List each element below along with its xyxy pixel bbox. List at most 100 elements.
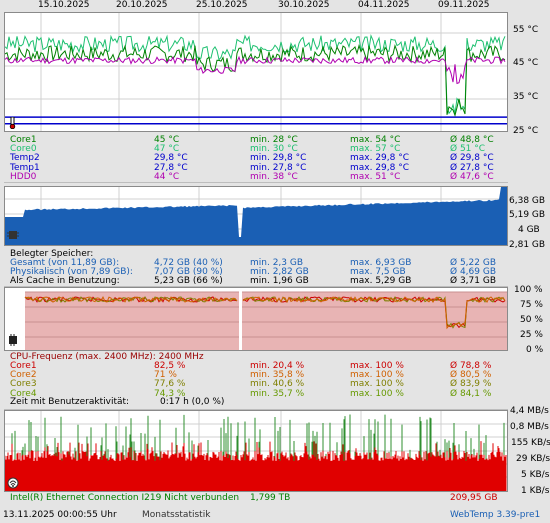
network-chart [4, 410, 508, 492]
cpu-graph [5, 288, 507, 350]
cpu-name: Core3 [10, 379, 37, 390]
mem-cur: 4,72 GB (40 %) [154, 258, 223, 268]
cpu-avg: Ø 78,8 % [450, 361, 492, 371]
temp-row: Core1 45 °C min. 28 °C max. 54 °C Ø 48,8 °C [10, 135, 500, 146]
thermometer-icon [7, 117, 19, 129]
temp-row: Core0 47 °C min. 30 °C max. 57 °C Ø 51 °C [10, 144, 500, 155]
cpu-row: Core2 71 % min. 35,8 % max. 100 % Ø 80,5 % [10, 370, 500, 381]
date-label: 25.10.2025 [196, 0, 248, 10]
date-label: 15.10.2025 [38, 0, 90, 10]
cpu-axis-label: 75 % [520, 300, 543, 310]
cpu-max: max. 100 % [350, 379, 404, 390]
user-activity: Zeit mit Benutzeraktivität: 0:17 h (0,0 … [10, 397, 225, 407]
mem-cur: 7,07 GB (90 %) [154, 267, 223, 278]
temp-name: Temp2 [10, 153, 40, 164]
memory-header: Belegter Speicher: [10, 249, 94, 259]
mem-name: Physikalisch (von 7,89 GB): [10, 267, 133, 278]
divider [4, 182, 508, 183]
date-label: 20.10.2025 [116, 0, 168, 10]
temperature-graph [5, 13, 507, 131]
mem-axis-label: 2,81 GB [509, 240, 546, 250]
mem-avg: Ø 3,71 GB [450, 276, 496, 287]
cpu-min: min. 20,4 % [250, 361, 305, 371]
cpu-row: Core1 82,5 % min. 20,4 % max. 100 % Ø 78,8 % [10, 361, 500, 372]
cpu-min: min. 35,8 % [250, 370, 305, 381]
mem-max: max. 7,5 GB [350, 267, 406, 278]
temp-max: max. 29,8 °C [350, 162, 410, 173]
divider [4, 286, 508, 287]
mem-row: Als Cache in Benutzung: 5,23 GB (66 %) min… [10, 276, 500, 287]
cpu-cur: 74,3 % [154, 388, 186, 399]
cpu-avg: Ø 83,9 % [450, 379, 492, 390]
temp-name: Core0 [10, 144, 37, 155]
cpu-avg: Ø 84,1 % [450, 388, 492, 399]
temp-avg: Ø 29,8 °C [450, 153, 494, 164]
mem-axis-label: 5,19 GB [509, 210, 546, 220]
mem-avg: Ø 4,69 GB [450, 267, 496, 278]
cpu-axis-label: 0 % [526, 345, 544, 355]
temp-axis-label: 55 °C [513, 25, 539, 35]
temp-series-line [5, 34, 506, 115]
cpu-min: min. 40,6 % [250, 379, 305, 390]
cpu-series-line [24, 295, 506, 330]
cpu-name: Core1 [10, 361, 37, 371]
mem-cur: 5,23 GB (66 %) [154, 276, 223, 287]
temp-avg: Ø 48,8 °C [450, 135, 494, 145]
temp-series-line [5, 55, 506, 85]
temp-avg: Ø 27,8 °C [450, 162, 494, 173]
temp-cur: 29,8 °C [154, 153, 188, 164]
temp-max: max. 57 °C [350, 144, 401, 155]
network-icon [7, 477, 19, 489]
cpu-max: max. 100 % [350, 370, 404, 381]
temp-axis-label: 45 °C [513, 58, 539, 68]
cpu-cur: 77,6 % [154, 379, 186, 390]
temp-axis-label: 25 °C [513, 126, 539, 136]
temperature-chart [4, 12, 508, 132]
mem-row: Gesamt (von 11,89 GB): 4,72 GB (40 %) min.… [10, 258, 500, 269]
cpu-row: Core3 77,6 % min. 40,6 % max. 100 % Ø 83,9 % [10, 379, 500, 390]
monthly-stats-link[interactable]: Monatsstatistik [142, 510, 211, 520]
mem-min: min. 1,96 GB [250, 276, 309, 287]
date-label: 09.11.2025 [438, 0, 490, 10]
mem-name: Gesamt (von 11,89 GB): [10, 258, 120, 268]
cpu-cur: 82,5 % [154, 361, 186, 371]
cpu-chart [4, 287, 508, 351]
temp-row: HDD0 44 °C min. 38 °C max. 51 °C Ø 47,6 °C [10, 172, 500, 183]
cpu-max: max. 100 % [350, 388, 404, 399]
mem-max: max. 6,93 GB [350, 258, 412, 268]
temp-avg: Ø 51 °C [450, 144, 486, 155]
temp-series-line [5, 43, 506, 117]
net-axis-label: 29 KB/s [516, 454, 550, 464]
net-axis-label: 5 KB/s [521, 470, 550, 480]
cpu-max: max. 100 % [350, 361, 404, 371]
temp-cur: 47 °C [154, 144, 180, 155]
temp-max: max. 29,8 °C [350, 153, 410, 164]
net-axis-label: 4,4 MB/s [510, 406, 549, 416]
temp-avg: Ø 47,6 °C [450, 171, 494, 182]
mem-axis-label: 6,38 GB [509, 196, 546, 206]
temp-cur: 44 °C [154, 171, 180, 182]
temp-min: min. 28 °C [250, 135, 298, 145]
temp-max: max. 51 °C [350, 171, 401, 182]
temp-row: Temp2 29,8 °C min. 29,8 °C max. 29,8 °C Ø 29… [10, 153, 500, 164]
cpu-axis-label: 50 % [520, 315, 543, 325]
cpu-gap [239, 288, 242, 350]
temp-cur: 27,8 °C [154, 162, 188, 173]
mem-max: max. 5,29 GB [350, 276, 412, 287]
mem-row: Physikalisch (von 7,89 GB): 7,07 GB (90 %… [10, 267, 500, 278]
memory-chip-icon [7, 229, 19, 241]
net-axis-label: 0,8 MB/s [510, 422, 549, 432]
net-axis-label: 1 KB/s [521, 486, 550, 496]
memory-chart [4, 186, 508, 246]
network-row: Intel(R) Ethernet Connection I219 Nicht … [10, 493, 498, 503]
cpu-area [5, 292, 507, 350]
temp-name: Core1 [10, 135, 37, 145]
mem-min: min. 2,3 GB [250, 258, 304, 268]
cpu-name: Core4 [10, 388, 37, 399]
temp-max: max. 54 °C [350, 135, 401, 145]
cpu-axis-label: 100 % [514, 285, 543, 295]
temp-name: HDD0 [10, 171, 37, 182]
mem-name: Als Cache in Benutzung: [10, 276, 120, 287]
divider [4, 409, 508, 410]
cpu-icon [7, 334, 19, 346]
